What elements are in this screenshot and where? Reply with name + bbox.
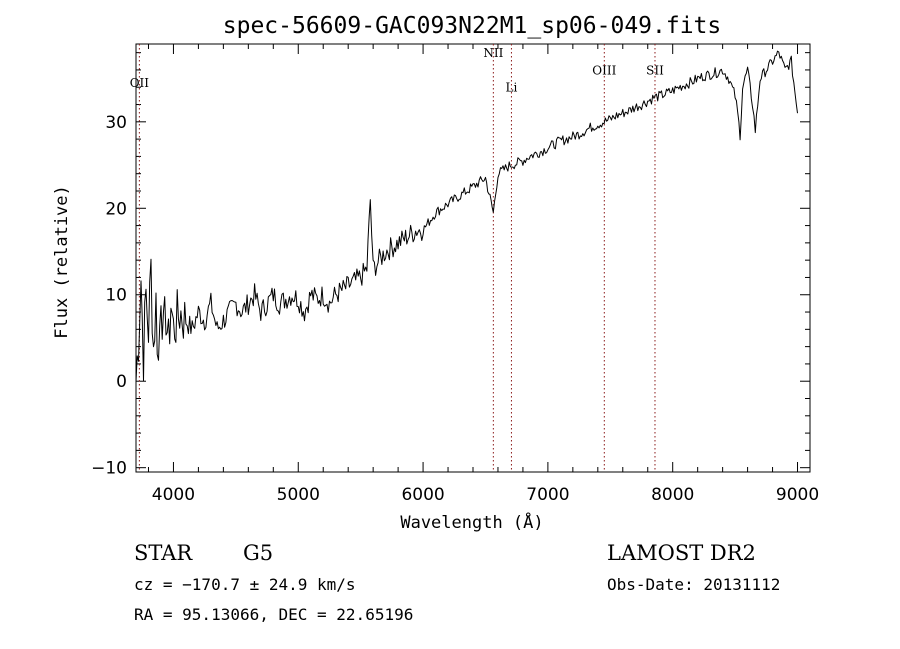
x-tick-label: 7000 [526, 485, 569, 505]
spectral-line-markers: OII NII Li OIII SII [130, 44, 664, 472]
x-axis-label: Wavelength (Å) [400, 511, 543, 533]
y-tick-label: 0 [116, 372, 127, 392]
y-axis-label: Flux (relative) [52, 185, 72, 339]
line-marker-label: NII [483, 46, 503, 60]
survey-name: LAMOST DR2 [607, 541, 756, 565]
line-marker-label: OIII [592, 63, 616, 77]
line-marker-label: OII [130, 76, 150, 90]
object-class: STAR [134, 541, 193, 565]
plot-frame [135, 43, 811, 473]
x-tick-label: 5000 [277, 485, 320, 505]
x-tick-label: 4000 [152, 485, 195, 505]
spectrum-line [135, 50, 798, 382]
spectrum-series [135, 50, 798, 382]
y-tick-label: 30 [105, 113, 127, 133]
redshift-text: cz = −170.7 ± 24.9 km/s [134, 575, 356, 594]
obs-date: Obs-Date: 20131112 [607, 575, 780, 594]
object-subclass: G5 [243, 541, 273, 565]
x-axis: 4000 5000 6000 7000 8000 9000 [147, 44, 819, 505]
y-tick-label: −10 [91, 459, 127, 479]
y-tick-label: 20 [105, 199, 127, 219]
line-marker-label: SII [646, 63, 664, 77]
y-axis: −10 0 10 20 30 [91, 52, 810, 479]
x-tick-label: 8000 [651, 485, 694, 505]
x-tick-label: 9000 [776, 485, 819, 505]
coordinates: RA = 95.13066, DEC = 22.65196 [134, 605, 413, 624]
line-marker-label: Li [506, 81, 518, 95]
chart-title: spec-56609-GAC093N22M1_sp06-049.fits [223, 13, 722, 39]
y-tick-label: 10 [105, 286, 127, 306]
x-tick-label: 6000 [401, 485, 444, 505]
